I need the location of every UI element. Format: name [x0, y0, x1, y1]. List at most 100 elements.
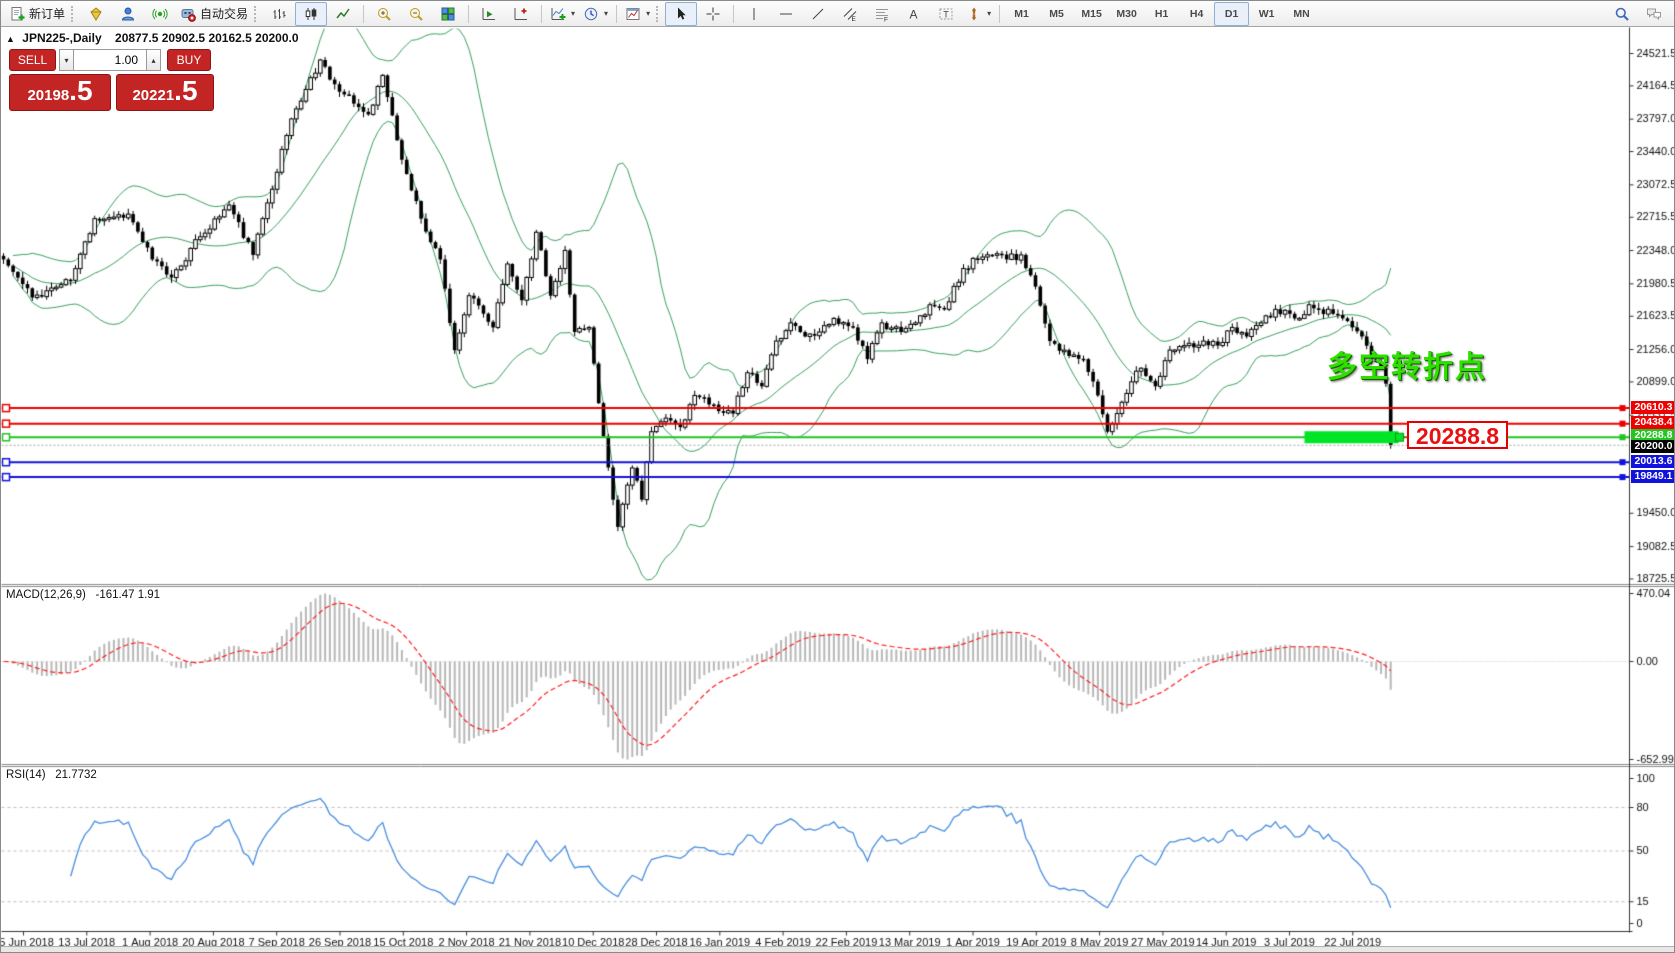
toolbar-separator: [468, 4, 470, 23]
main-toolbar: 新订单 自动交易: [1, 1, 1674, 27]
vertical-line-button[interactable]: [738, 2, 770, 26]
timeframe-m1-button[interactable]: M1: [1014, 7, 1029, 20]
auto-scroll-button[interactable]: [473, 2, 505, 26]
timeframe-mn-button[interactable]: MN: [1293, 7, 1310, 20]
new-order-label: 新订单: [29, 7, 66, 21]
charts-button[interactable]: [80, 2, 112, 26]
arrows-dropdown-arrow[interactable]: ▾: [987, 9, 992, 18]
timeframe-h1-button[interactable]: H1: [1154, 7, 1169, 20]
one-click-trading-widget: SELL ▾ ▴ BUY 20198.5 20221.5: [9, 49, 217, 111]
signals-icon: [152, 8, 168, 19]
volume-input[interactable]: [74, 49, 146, 71]
buy-button[interactable]: BUY: [167, 49, 211, 71]
price-line-axis-badge: 20610.3: [1631, 400, 1674, 414]
search-button[interactable]: [1606, 2, 1638, 26]
toolbar-separator: [999, 4, 1001, 23]
zoom-out-icon: [410, 7, 423, 21]
price-line-axis-badge: 20288.8: [1631, 428, 1674, 442]
periods-clock-icon: [584, 7, 598, 20]
timeframe-d1-button[interactable]: D1: [1214, 1, 1250, 26]
turning-point-annotation: 多空转折点: [1327, 351, 1487, 384]
trendline-icon: [812, 8, 824, 19]
trendline-button[interactable]: [802, 2, 834, 26]
toolbar-separator: [616, 4, 618, 23]
candlestick-button[interactable]: [295, 1, 328, 26]
bar-chart-icon: [273, 8, 286, 19]
vertical-line-icon: [753, 7, 755, 20]
candlestick-icon: [305, 7, 317, 20]
svg-text:A: A: [910, 7, 918, 21]
timeframe-m15-button[interactable]: M15: [1081, 7, 1102, 20]
buy-price-fraction: .5: [174, 75, 198, 106]
buy-price[interactable]: 20221.5: [116, 74, 214, 111]
macd-values: -161.47 1.91: [95, 589, 161, 601]
timeframe-m5-button[interactable]: M5: [1049, 7, 1064, 20]
indicators-button[interactable]: ▾: [546, 2, 579, 26]
text-icon: A: [910, 7, 918, 21]
zoom-in-button[interactable]: [368, 2, 400, 26]
arrows-button[interactable]: ▾: [962, 2, 995, 26]
cursor-button[interactable]: [665, 1, 698, 26]
horizontal-line-button[interactable]: [770, 2, 802, 26]
sell-price-main: 20198: [27, 87, 70, 104]
toolbar-separator: [363, 4, 365, 23]
signals-button[interactable]: [144, 2, 176, 26]
text-button[interactable]: A: [898, 2, 930, 26]
tile-windows-button[interactable]: [432, 2, 464, 26]
ohlc-values: 20877.5 20902.5 20162.5 20200.0: [115, 31, 299, 45]
chart-shift-button[interactable]: [505, 2, 537, 26]
macd-name: MACD(12,26,9): [6, 589, 86, 601]
svg-text:E: E: [852, 16, 857, 22]
community-icon: [122, 7, 135, 20]
templates-dropdown-arrow[interactable]: ▾: [646, 9, 651, 18]
cursor-icon: [678, 7, 686, 19]
timeframe-m30-button[interactable]: M30: [1116, 7, 1137, 20]
svg-text:F: F: [884, 16, 888, 22]
rsi-indicator-label: RSI(14) 21.7732: [6, 769, 97, 781]
toolbar-separator: [733, 4, 735, 23]
timeframe-w1-button[interactable]: W1: [1258, 7, 1275, 20]
autotrading-button[interactable]: 自动交易: [176, 2, 252, 26]
equidistant-channel-button[interactable]: E: [834, 2, 866, 26]
periods-button[interactable]: ▾: [579, 2, 612, 26]
templates-icon: [626, 7, 640, 20]
charts-icon: [90, 6, 102, 21]
price-line-axis-badge: 20013.6: [1631, 454, 1674, 468]
symbol-name: JPN225-,Daily: [22, 31, 102, 45]
rsi-value: 21.7732: [55, 769, 97, 781]
templates-button[interactable]: ▾: [621, 2, 654, 26]
chart-shift-icon: [514, 7, 528, 20]
crosshair-icon: [706, 7, 720, 20]
text-label-icon: T: [939, 8, 953, 19]
toolbar-grip: [254, 5, 259, 22]
volume-decrease-button[interactable]: ▾: [59, 49, 74, 71]
zoom-out-button[interactable]: [400, 2, 432, 26]
price-level-label: 20288.8: [1407, 421, 1508, 449]
symbol-title: ▲ JPN225-,Daily 20877.5 20902.5 20162.5 …: [6, 31, 299, 45]
auto-scroll-icon: [482, 7, 496, 20]
window-bottom-frame: [1, 946, 1674, 952]
equidistant-channel-icon: E: [843, 7, 857, 22]
indicators-dropdown-arrow[interactable]: ▾: [571, 9, 576, 18]
volume-increase-button[interactable]: ▴: [146, 49, 161, 71]
sell-button[interactable]: SELL: [9, 49, 56, 71]
line-chart-button[interactable]: [327, 2, 359, 26]
chat-button[interactable]: [1638, 2, 1670, 26]
text-label-button[interactable]: T: [930, 2, 962, 26]
sell-price[interactable]: 20198.5: [9, 74, 111, 111]
new-order-button[interactable]: 新订单: [5, 2, 69, 26]
timeframe-h4-button[interactable]: H4: [1189, 7, 1204, 20]
crosshair-button[interactable]: [697, 2, 729, 26]
autotrading-icon: [181, 8, 196, 22]
collapse-triangle-icon[interactable]: ▲: [6, 34, 15, 44]
buy-price-main: 20221: [132, 87, 175, 104]
toolbar-grip: [656, 5, 661, 22]
fibonacci-button[interactable]: F: [866, 2, 898, 26]
toolbar-separator: [541, 4, 543, 23]
bar-chart-button[interactable]: [263, 2, 295, 26]
periods-dropdown-arrow[interactable]: ▾: [604, 9, 609, 18]
community-button[interactable]: [112, 2, 144, 26]
sell-price-fraction: .5: [69, 75, 93, 106]
